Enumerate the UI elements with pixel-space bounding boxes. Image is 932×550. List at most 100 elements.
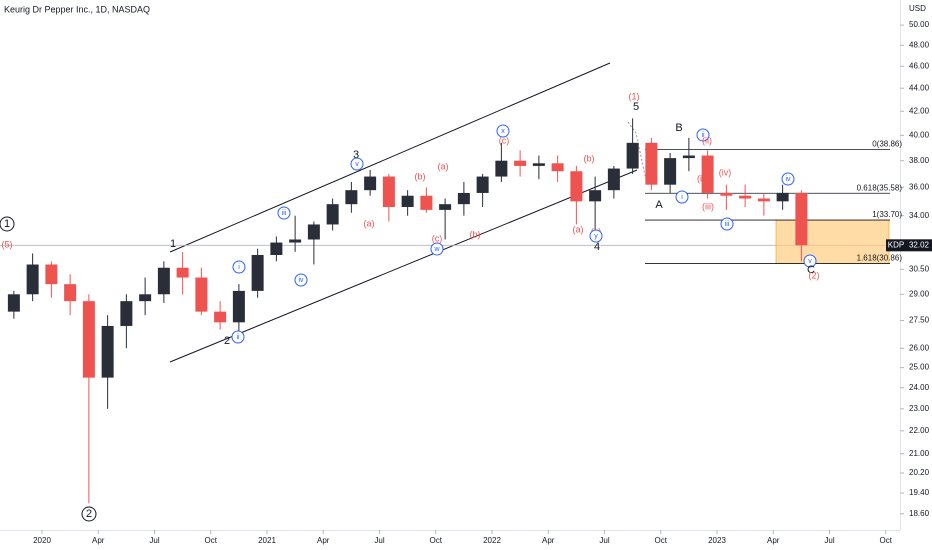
wave-label: (b) <box>470 229 481 239</box>
candle-body <box>45 264 58 285</box>
y-unit: USD <box>909 4 926 13</box>
y-tick-label: 40.00 <box>909 130 930 139</box>
x-tick-label: Oct <box>655 536 668 545</box>
wave-label: (2) <box>809 270 820 280</box>
wave-label: A <box>655 199 663 211</box>
fib-label: 1.618(30.86) <box>857 254 903 263</box>
wave-circle <box>277 206 291 220</box>
y-tick-label: 36.00 <box>909 183 930 192</box>
wave-label: (a) <box>364 218 375 228</box>
x-tick-label: 2021 <box>258 536 276 545</box>
candle-body <box>589 190 602 202</box>
candle-body <box>514 160 527 166</box>
fib-label: 0(38.86) <box>872 140 902 149</box>
x-tick-label: Oct <box>430 536 443 545</box>
x-tick-label: 2020 <box>33 536 51 545</box>
wave-circle <box>781 172 795 186</box>
wave-circle <box>294 273 308 287</box>
wave-label: v <box>355 161 359 168</box>
candle-body <box>307 224 320 240</box>
wave-label: C <box>807 264 815 276</box>
y-tick-label: 19.40 <box>909 488 930 497</box>
x-tick-label: Apr <box>542 536 555 545</box>
candle-body <box>701 155 714 193</box>
x-tick-label: Jul <box>374 536 384 545</box>
y-tick-label: 29.00 <box>909 289 930 298</box>
wave-label: (c) <box>432 233 443 243</box>
candle-body <box>457 192 470 205</box>
candle-body <box>664 158 677 185</box>
y-tick-label: 20.20 <box>909 468 930 477</box>
y-tick-label: 26.00 <box>909 343 930 352</box>
candle-body <box>26 264 39 295</box>
wave-label: (b) <box>415 171 426 181</box>
wave-label: iii <box>725 221 730 228</box>
candle-body <box>795 192 808 246</box>
wave-circle <box>0 216 15 232</box>
wave-circle <box>231 330 245 344</box>
wave-label: iv <box>298 277 304 284</box>
candle-body <box>401 195 414 208</box>
candle-body <box>120 301 133 326</box>
wave-circle <box>350 157 364 171</box>
wave-circle <box>589 229 603 243</box>
wave-label: 4 <box>594 241 600 253</box>
wave-label: 2 <box>86 508 92 520</box>
wave-circle <box>430 242 444 256</box>
candle-body <box>157 267 170 295</box>
candle-body <box>476 176 489 193</box>
candle-body <box>607 168 620 191</box>
y-tick-label: 25.00 <box>909 363 930 372</box>
y-tick-label: 22.00 <box>909 426 930 435</box>
candle-body <box>439 204 452 210</box>
wave-label: (iii) <box>702 201 714 211</box>
x-tick-label: Oct <box>205 536 218 545</box>
y-tick-label: 46.00 <box>909 61 930 70</box>
candle-body <box>495 160 508 177</box>
wave-label: i <box>238 264 240 271</box>
wave-label: 3 <box>353 149 359 161</box>
candle-body <box>139 294 152 302</box>
y-tick-label: 24.00 <box>909 383 930 392</box>
candle-body <box>645 142 658 185</box>
y-tick-label: 30.50 <box>909 264 930 273</box>
wave-label: ii <box>701 132 705 139</box>
wave-circle <box>803 254 817 268</box>
y-tick-label: 42.00 <box>909 106 930 115</box>
candle-body <box>551 163 564 172</box>
candle-body <box>232 290 245 323</box>
candle-body <box>270 242 283 255</box>
y-tick-label: 27.50 <box>909 316 930 325</box>
symbol-label: KDP <box>888 240 904 249</box>
x-tick-label: Apr <box>317 536 330 545</box>
candle-body <box>176 267 189 278</box>
candle-body <box>64 284 77 302</box>
wave-label: 1 <box>4 218 10 230</box>
y-tick-label: 38.00 <box>909 156 930 165</box>
wave-label: (b) <box>584 153 595 163</box>
wave-circle <box>232 260 246 274</box>
wave-label: (a) <box>573 224 584 234</box>
candle-body <box>682 155 695 159</box>
chart-title: Keurig Dr Pepper Inc., 1D, NASDAQ <box>4 4 150 14</box>
channel-lower <box>169 169 638 363</box>
candle-body <box>326 204 339 225</box>
fib-label: 0.618(35.58) <box>857 183 903 192</box>
wave-label: w <box>433 246 440 253</box>
y-tick-label: 21.00 <box>909 449 930 458</box>
wave-label: v <box>808 258 812 265</box>
wave-label: (5) <box>2 239 13 249</box>
y-tick-label: 48.00 <box>909 40 930 49</box>
x-tick-label: Apr <box>92 536 105 545</box>
price-box <box>906 239 932 252</box>
wave-circle <box>496 124 510 138</box>
wave-label: i <box>681 194 683 201</box>
wave-label: y <box>594 233 598 240</box>
candle-body <box>720 192 733 196</box>
candle-body <box>739 195 752 199</box>
y-tick-label: 50.00 <box>909 20 930 29</box>
x-tick-label: Jul <box>149 536 159 545</box>
candle-body <box>82 301 95 378</box>
